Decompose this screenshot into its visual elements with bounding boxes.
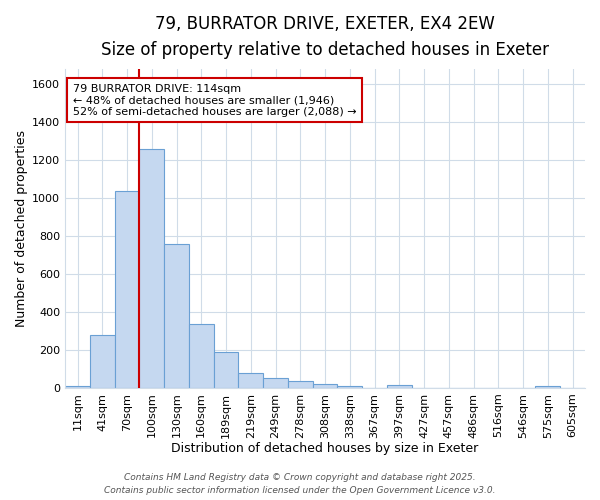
Bar bbox=[535, 386, 560, 388]
Bar bbox=[214, 352, 238, 388]
X-axis label: Distribution of detached houses by size in Exeter: Distribution of detached houses by size … bbox=[172, 442, 479, 455]
Bar bbox=[263, 378, 288, 388]
Bar bbox=[90, 335, 115, 388]
Bar bbox=[164, 244, 189, 388]
Y-axis label: Number of detached properties: Number of detached properties bbox=[15, 130, 28, 327]
Title: 79, BURRATOR DRIVE, EXETER, EX4 2EW
Size of property relative to detached houses: 79, BURRATOR DRIVE, EXETER, EX4 2EW Size… bbox=[101, 15, 549, 60]
Bar bbox=[313, 384, 337, 388]
Bar bbox=[288, 381, 313, 388]
Bar bbox=[387, 385, 412, 388]
Text: Contains HM Land Registry data © Crown copyright and database right 2025.
Contai: Contains HM Land Registry data © Crown c… bbox=[104, 474, 496, 495]
Bar bbox=[189, 324, 214, 388]
Bar bbox=[65, 386, 90, 388]
Bar bbox=[238, 372, 263, 388]
Bar bbox=[337, 386, 362, 388]
Bar bbox=[115, 190, 139, 388]
Bar bbox=[139, 149, 164, 388]
Text: 79 BURRATOR DRIVE: 114sqm
← 48% of detached houses are smaller (1,946)
52% of se: 79 BURRATOR DRIVE: 114sqm ← 48% of detac… bbox=[73, 84, 356, 117]
